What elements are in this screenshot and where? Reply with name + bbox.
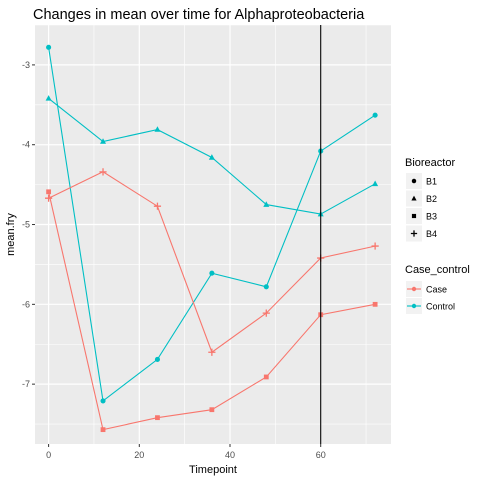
legend-key-b4 xyxy=(410,230,418,237)
x-tick-label: 40 xyxy=(225,450,235,460)
data-point-b3 xyxy=(209,407,215,413)
data-point-b3 xyxy=(372,301,378,307)
data-point-b1 xyxy=(372,112,378,118)
data-point-b2 xyxy=(372,180,379,187)
y-axis: -7 -6 -5 -4 -3 xyxy=(22,60,35,389)
y-tick-label: -7 xyxy=(22,379,30,389)
legend-bioreactor: Bioreactor B1 B2 B3 B4 xyxy=(405,157,455,242)
y-tick-label: -5 xyxy=(22,220,30,230)
y-tick-label: -3 xyxy=(22,60,30,70)
legend-label-b2: B2 xyxy=(426,194,437,204)
x-axis: 0 20 40 60 xyxy=(46,444,326,460)
legend-label-b3: B3 xyxy=(426,212,437,222)
data-point-b3 xyxy=(155,415,160,421)
x-tick-label: 20 xyxy=(134,450,144,460)
data-point-b4 xyxy=(99,168,107,176)
legend-label-b4: B4 xyxy=(426,229,437,239)
data-point-b1 xyxy=(154,356,160,362)
legend-key-b1 xyxy=(411,178,417,184)
data-point-b2 xyxy=(263,201,270,207)
data-point-b4 xyxy=(208,348,216,356)
data-point-b1 xyxy=(263,284,269,290)
x-tick-label: 60 xyxy=(316,450,326,460)
data-point-b2 xyxy=(208,154,215,160)
legend-title-bioreactor: Bioreactor xyxy=(405,157,455,169)
legend-title-case-control: Case_control xyxy=(405,264,470,276)
legend-label-b1: B1 xyxy=(426,177,437,187)
data-point-b4 xyxy=(153,202,162,210)
data-point-b4 xyxy=(262,309,270,317)
legend-key-dot-control xyxy=(411,303,417,309)
data-point-b1 xyxy=(46,44,52,50)
data-point-b3 xyxy=(46,189,52,195)
legend-key-b2 xyxy=(411,195,417,201)
legend-case-control: Case_control Case Control xyxy=(405,264,470,314)
data-point-b2 xyxy=(154,126,161,132)
x-tick-label: 0 xyxy=(46,450,51,460)
y-tick-label: -6 xyxy=(22,299,30,309)
plot-panel xyxy=(35,25,391,444)
data-point-b3 xyxy=(263,374,269,380)
chart-title: Changes in mean over time for Alphaprote… xyxy=(33,7,365,23)
x-axis-label: Timepoint xyxy=(189,464,237,476)
legend-key-dot-case xyxy=(411,286,417,292)
data-point-b3 xyxy=(100,427,106,433)
y-tick-label: -4 xyxy=(22,140,30,150)
data-point-b2 xyxy=(100,138,107,144)
legend-label-control: Control xyxy=(426,302,455,312)
data-point-b1 xyxy=(100,398,106,404)
data-point-b1 xyxy=(209,270,215,276)
data-point-b4 xyxy=(371,242,379,250)
data-point-b2 xyxy=(45,95,52,101)
data-point-b4 xyxy=(45,194,53,202)
y-axis-label: mean.fry xyxy=(5,213,17,256)
legend-label-case: Case xyxy=(426,285,447,295)
series-points xyxy=(45,44,379,433)
legend-key-b3 xyxy=(411,213,417,219)
